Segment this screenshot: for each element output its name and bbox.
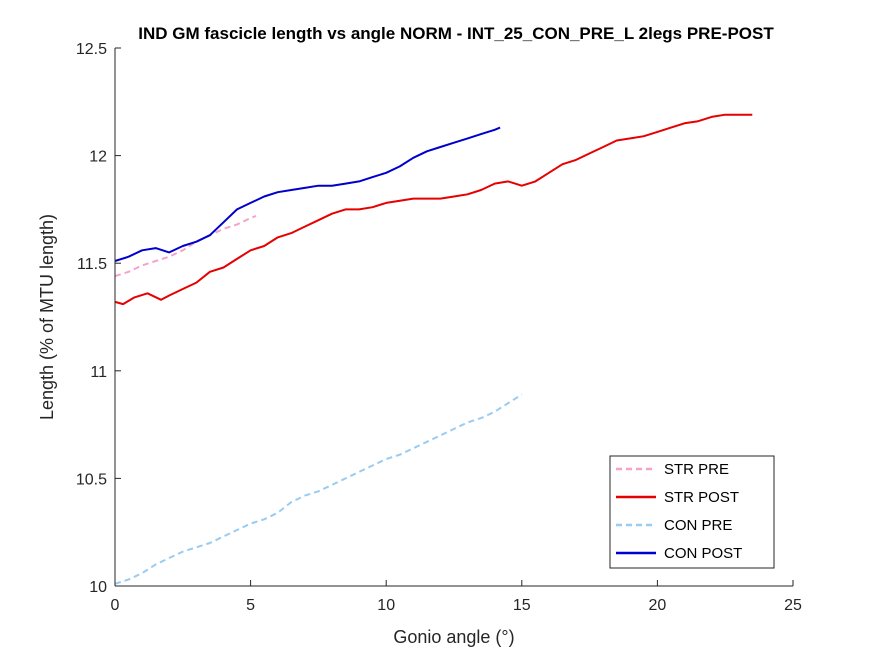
series-line-con-post [114, 126, 501, 262]
legend: STR PRE STR POST CON PRE CON POST [609, 455, 775, 569]
y-tick-label: 11 [90, 364, 107, 381]
series-line-str-post [114, 113, 753, 306]
x-axis-label: Gonio angle (°) [393, 627, 514, 647]
y-axis-label: Length (% of MTU length) [37, 214, 57, 420]
y-tick-label: 12.5 [76, 41, 107, 58]
x-tick-label: 5 [246, 597, 255, 614]
series-line-str-pre [114, 214, 257, 278]
plot-area [114, 113, 753, 585]
legend-box [609, 455, 775, 569]
y-tick-label: 10.5 [76, 471, 107, 488]
legend-label: STR PRE [664, 461, 729, 478]
y-tick-label: 11.5 [77, 256, 107, 273]
x-tick-label: 0 [111, 597, 120, 614]
legend-label: CON PRE [664, 517, 732, 534]
ticks: 0 5 10 15 20 25 10 10.5 11 11.5 12 12.5 [76, 41, 802, 614]
chart-title: IND GM fascicle length vs angle NORM - I… [138, 24, 774, 43]
x-tick-label: 20 [649, 597, 667, 614]
legend-label: STR POST [664, 489, 739, 506]
x-tick-label: 25 [784, 597, 802, 614]
x-tick-label: 10 [377, 597, 395, 614]
x-tick-label: 15 [513, 597, 531, 614]
y-tick-label: 12 [89, 149, 107, 166]
y-tick-label: 10 [89, 579, 107, 596]
axes [114, 48, 793, 587]
series-line-con-pre [114, 393, 523, 585]
legend-label: CON POST [664, 545, 742, 562]
